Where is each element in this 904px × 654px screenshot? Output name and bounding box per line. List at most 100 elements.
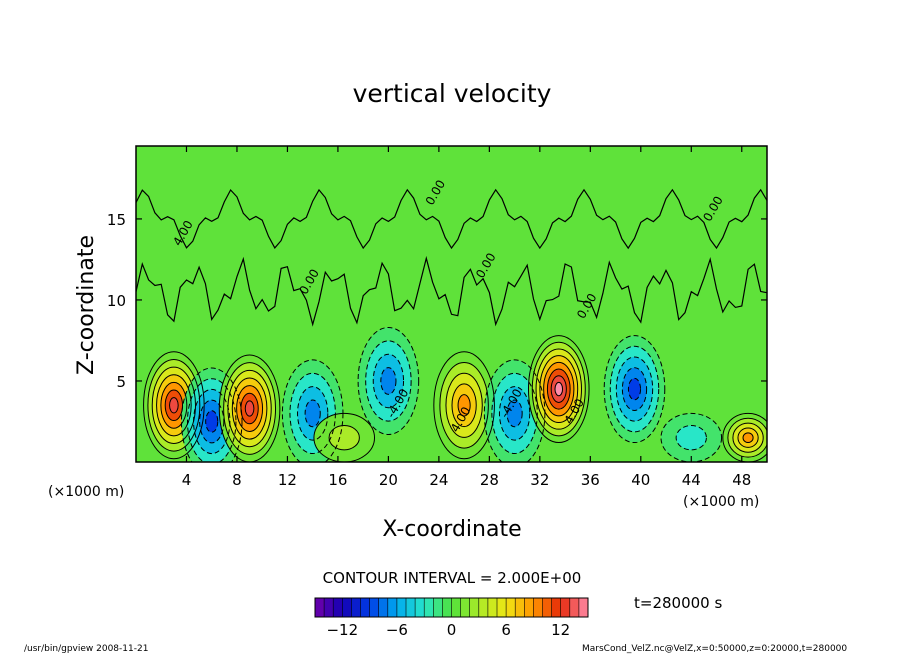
zero-contour bbox=[136, 255, 767, 327]
y-tick-label: 10 bbox=[107, 292, 126, 310]
contour-line bbox=[722, 412, 767, 462]
contour-line bbox=[186, 378, 237, 462]
x-tick-label: 20 bbox=[379, 471, 398, 489]
colorbar-tick-label: −12 bbox=[326, 621, 358, 639]
contour-line bbox=[357, 326, 420, 435]
contour-line bbox=[675, 425, 707, 451]
contour-line bbox=[498, 386, 531, 441]
plot-frame bbox=[135, 145, 768, 463]
cell-band bbox=[205, 410, 218, 433]
colorbar-swatch bbox=[506, 598, 516, 617]
colorbar-ticks: −12 −6 0 6 12 bbox=[326, 621, 570, 639]
cell-band bbox=[507, 400, 523, 427]
cell-band bbox=[743, 432, 754, 443]
contour-line bbox=[742, 432, 754, 444]
x-tick-label: 32 bbox=[530, 471, 549, 489]
contour-line bbox=[727, 417, 767, 458]
y-axis-label: Z-coordinate bbox=[74, 235, 99, 375]
x-tick-label: 28 bbox=[480, 471, 499, 489]
contour-line bbox=[244, 400, 255, 417]
cell-band bbox=[458, 394, 471, 416]
velocity-cell bbox=[313, 413, 375, 462]
cell-band bbox=[305, 400, 321, 427]
contour-line bbox=[527, 335, 590, 444]
colorbar-swatch bbox=[378, 598, 389, 617]
y-axis: 5 10 15 bbox=[107, 211, 767, 391]
contour-line bbox=[554, 381, 564, 397]
colorbar-swatch bbox=[551, 598, 562, 617]
contour-line bbox=[240, 392, 259, 425]
footer-left: /usr/bin/gpview 2008-11-21 bbox=[24, 644, 148, 654]
colorbar-swatch bbox=[406, 598, 416, 617]
x-axis: 4 8 12 16 20 24 28 32 36 40 44 48 bbox=[182, 146, 751, 489]
colorbar-tick-label: 0 bbox=[447, 621, 457, 639]
colorbar-swatch bbox=[387, 598, 398, 617]
contour-line bbox=[506, 399, 523, 428]
contours-layer: 0.000.000.000.000.00-4.00 -4.004.00 4.004.… bbox=[136, 178, 767, 462]
colorbar-frame bbox=[314, 597, 589, 618]
contour-line bbox=[164, 389, 184, 422]
contour-line bbox=[223, 362, 277, 455]
colorbar-swatch bbox=[424, 598, 434, 617]
x-axis-label: X-coordinate bbox=[382, 517, 521, 542]
contour-line bbox=[433, 351, 495, 460]
velocity-cell bbox=[661, 413, 722, 462]
contour-line bbox=[147, 358, 201, 452]
contour-line bbox=[169, 397, 179, 414]
x-tick-label: 12 bbox=[278, 471, 297, 489]
colorbar-swatch bbox=[351, 598, 361, 617]
colorbar-swatch bbox=[578, 598, 589, 617]
contour-line bbox=[451, 383, 477, 428]
contour-line bbox=[151, 366, 196, 444]
colorbar-swatch bbox=[342, 598, 352, 617]
colorbar-swatch bbox=[315, 598, 325, 617]
contour-line bbox=[439, 362, 489, 449]
contour-line bbox=[621, 367, 648, 411]
contour-line bbox=[457, 394, 471, 417]
footer-right: MarsCond_VelZ.nc@VelZ,x=0:50000,z=0:2000… bbox=[582, 644, 847, 654]
cell-band bbox=[169, 397, 179, 413]
contour-line bbox=[205, 410, 219, 433]
contour-line bbox=[543, 361, 575, 417]
cell-band bbox=[245, 400, 254, 417]
colorbar-swatch bbox=[542, 598, 553, 617]
x-unit-left: (×1000 m) bbox=[48, 484, 124, 500]
contour-line bbox=[193, 388, 231, 455]
colorbar-swatch bbox=[478, 598, 489, 617]
colorbar-swatch bbox=[451, 598, 462, 617]
contour-line bbox=[539, 355, 579, 424]
contour-line bbox=[199, 399, 225, 444]
velocity-cell bbox=[358, 327, 419, 435]
x-tick-label: 48 bbox=[732, 471, 751, 489]
zero-contour bbox=[136, 188, 767, 250]
contour-line bbox=[313, 412, 376, 462]
colorbar-tick-label: 6 bbox=[501, 621, 511, 639]
x-tick-label: 36 bbox=[581, 471, 600, 489]
colorbar-swatch bbox=[560, 598, 571, 617]
contour-line bbox=[372, 353, 405, 409]
contour-line bbox=[615, 356, 654, 422]
contour-line bbox=[609, 345, 660, 433]
colorbar-swatch bbox=[433, 598, 443, 617]
colorbar-swatch bbox=[396, 598, 407, 617]
contour-line bbox=[160, 381, 188, 429]
contour-line bbox=[328, 425, 360, 451]
contour-line bbox=[231, 377, 268, 440]
contour-line bbox=[660, 412, 723, 462]
cell-band bbox=[554, 382, 563, 396]
contour-line bbox=[603, 335, 666, 444]
contour-interval-label: CONTOUR INTERVAL = 2.000E+00 bbox=[323, 569, 582, 587]
colorbar-swatch bbox=[497, 598, 507, 617]
colorbar-swatch bbox=[415, 598, 425, 617]
contour-line bbox=[627, 377, 642, 401]
x-tick-label: 8 bbox=[232, 471, 242, 489]
contour-line bbox=[304, 399, 321, 428]
cell-band bbox=[676, 425, 707, 450]
contour-line bbox=[546, 368, 571, 410]
cell-band bbox=[380, 367, 396, 395]
colorbar-swatch bbox=[324, 598, 334, 617]
colorbar-swatch bbox=[469, 598, 480, 617]
cell-band bbox=[628, 378, 641, 400]
colorbar-swatch bbox=[442, 598, 452, 617]
